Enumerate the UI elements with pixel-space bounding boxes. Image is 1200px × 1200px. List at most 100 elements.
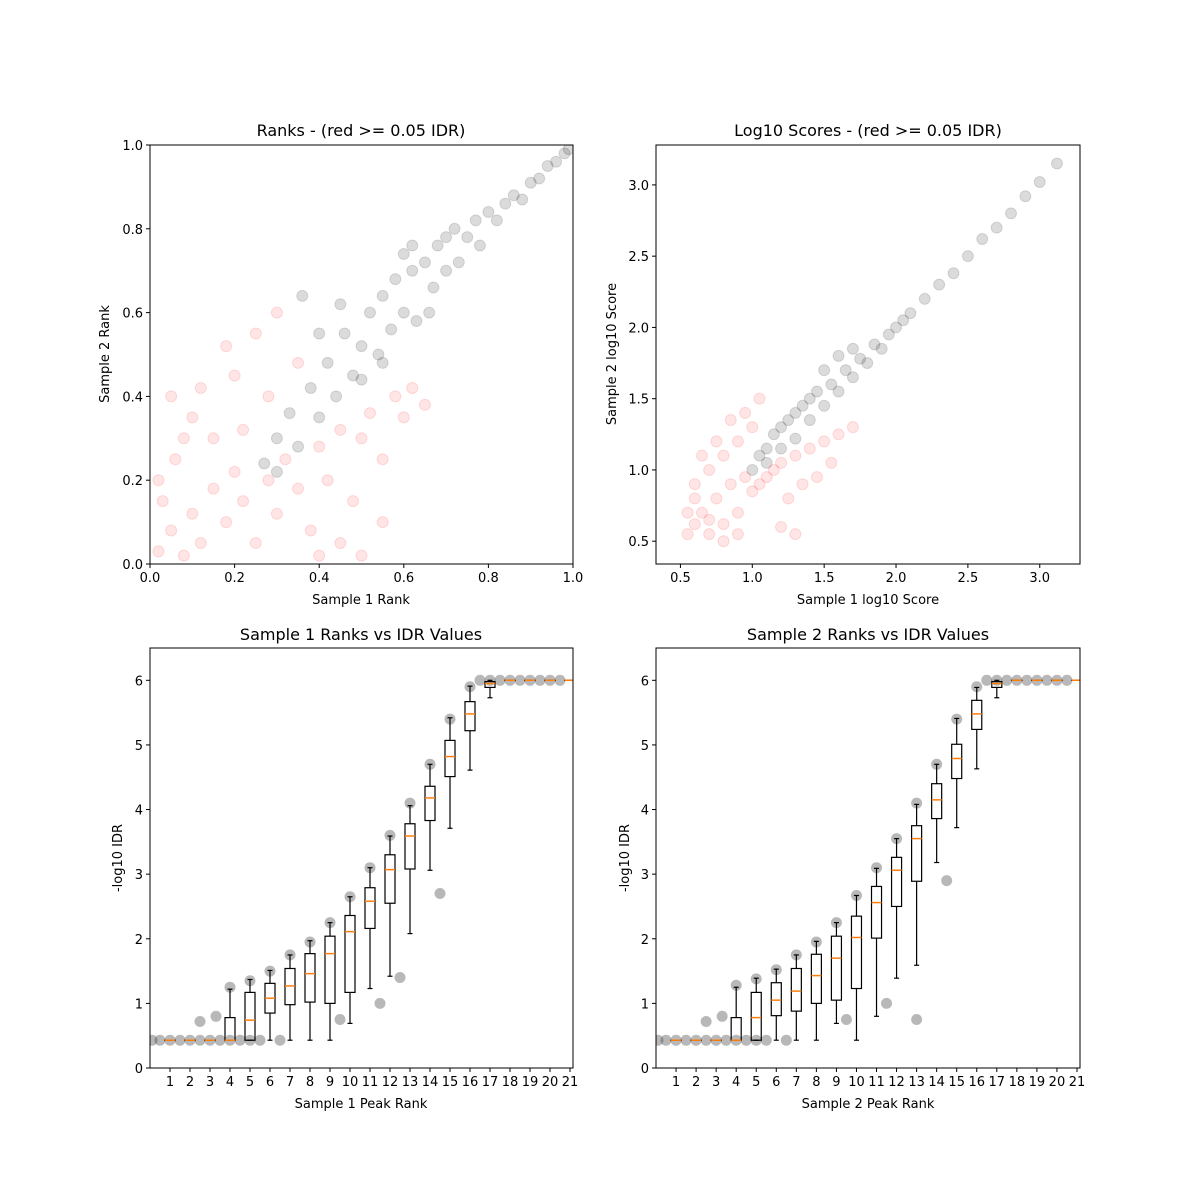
- box: [911, 825, 923, 882]
- black-point: [868, 338, 881, 351]
- black-point: [832, 349, 845, 362]
- box: [750, 991, 762, 1041]
- x-tick-label: 6: [266, 1075, 274, 1090]
- box-4: [730, 986, 742, 1041]
- red-point: [220, 340, 233, 353]
- red-point: [334, 537, 347, 550]
- black-point: [558, 147, 571, 160]
- x-tick-label: 8: [306, 1075, 314, 1090]
- x-tick-label: 2: [186, 1075, 194, 1090]
- black-point: [376, 356, 389, 369]
- y-axis-label: -log10 IDR: [111, 824, 126, 892]
- x-tick-label: 13: [402, 1075, 419, 1090]
- x-tick-label: 0.2: [224, 571, 245, 586]
- box-10: [344, 896, 356, 1025]
- black-point: [1051, 157, 1064, 170]
- data-point: [214, 1034, 226, 1046]
- red-point: [228, 465, 241, 478]
- red-point: [418, 398, 431, 411]
- data-point: [1041, 674, 1053, 686]
- data-point: [234, 1034, 246, 1046]
- box: [484, 680, 496, 689]
- box-11: [364, 867, 376, 990]
- x-tick-label: 10: [848, 1075, 865, 1090]
- box-8: [810, 940, 822, 1041]
- y-tick-label: 3.0: [628, 179, 649, 194]
- axes-frame: [655, 144, 1081, 565]
- box-12: [384, 835, 396, 977]
- plot-area: [681, 157, 1064, 548]
- y-tick-label: 1.5: [628, 393, 649, 408]
- black-point: [338, 327, 351, 340]
- red-point: [818, 435, 831, 448]
- red-point: [775, 520, 788, 533]
- red-point: [789, 449, 802, 462]
- red-point: [321, 474, 334, 487]
- box-4: [224, 988, 236, 1041]
- y-tick-label: 0.4: [122, 390, 143, 405]
- red-point: [796, 478, 809, 491]
- red-point: [177, 549, 190, 562]
- black-point: [397, 306, 410, 319]
- red-point: [165, 524, 178, 537]
- red-point: [249, 537, 262, 550]
- x-tick-label: 8: [812, 1075, 820, 1090]
- red-point: [717, 535, 730, 548]
- red-point: [739, 471, 752, 484]
- x-tick-label: 12: [888, 1075, 905, 1090]
- y-tick-label: 4: [641, 804, 649, 819]
- box: [790, 967, 802, 1012]
- box: [364, 887, 376, 930]
- black-point: [875, 342, 888, 355]
- black-point: [516, 193, 529, 206]
- x-axis-label: Sample 1 Peak Rank: [295, 1097, 428, 1112]
- black-point: [427, 281, 440, 294]
- black-point: [818, 364, 831, 377]
- box-9: [324, 922, 336, 1041]
- red-point: [292, 356, 305, 369]
- red-point: [262, 474, 275, 487]
- x-tick-label: 12: [382, 1075, 399, 1090]
- data-point: [210, 1010, 222, 1022]
- black-point: [490, 214, 503, 227]
- box: [770, 982, 782, 1017]
- black-point: [933, 278, 946, 291]
- data-point: [730, 979, 742, 991]
- black-point: [347, 369, 360, 382]
- black-point: [334, 298, 347, 311]
- red-point: [347, 495, 360, 508]
- red-point: [710, 492, 723, 505]
- y-tick-label: 1.0: [122, 139, 143, 154]
- black-point: [461, 231, 474, 244]
- red-point: [782, 492, 795, 505]
- x-tick-label: 19: [1029, 1075, 1046, 1090]
- black-point: [406, 239, 419, 252]
- red-point: [717, 449, 730, 462]
- box: [464, 701, 476, 732]
- x-tick-label: 0.6: [393, 571, 414, 586]
- black-point: [355, 373, 368, 386]
- black-point: [746, 463, 759, 476]
- black-point: [1019, 190, 1032, 203]
- x-tick-label: 2.0: [886, 571, 907, 586]
- y-tick-label: 5: [135, 739, 143, 754]
- x-tick-label: 3.0: [1029, 571, 1050, 586]
- red-point: [695, 506, 708, 519]
- black-point: [803, 414, 816, 427]
- sample2-boxplot-panel: Sample 2 Ranks vs IDR Values Sample 2 Pe…: [618, 625, 1085, 1112]
- black-point: [846, 371, 859, 384]
- red-point: [739, 406, 752, 419]
- box: [991, 680, 1003, 689]
- black-point: [482, 206, 495, 219]
- y-axis-label: Sample 2 Rank: [98, 305, 113, 403]
- black-point: [418, 256, 431, 269]
- box-17: [991, 679, 1003, 699]
- x-tick-label: 1: [672, 1075, 680, 1090]
- red-point: [717, 518, 730, 531]
- y-tick-label: 5: [641, 739, 649, 754]
- black-point: [562, 145, 573, 156]
- data-point: [554, 674, 566, 686]
- x-tick-label: 1.0: [742, 571, 763, 586]
- red-point: [186, 507, 199, 520]
- box: [384, 854, 396, 904]
